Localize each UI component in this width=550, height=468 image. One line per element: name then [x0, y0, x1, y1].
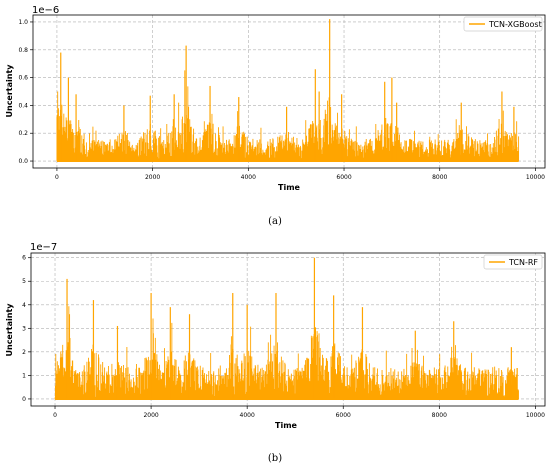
panel-a-y-axis-label: Uncertainty: [5, 64, 14, 118]
x-tick-label: 10000: [526, 174, 545, 181]
y-tick-label: 0: [22, 396, 26, 403]
panel-b-scale-label: 1e−7: [30, 242, 57, 253]
panel-a-scale-label: 1e−6: [32, 5, 59, 16]
panel-b-series-tcn-rf: [54, 257, 519, 400]
panel-b-legend: TCN-RF: [483, 254, 543, 270]
x-tick-label: 0: [53, 412, 57, 419]
panel-a-x-ticks: 0 2000 4000 6000 8000 10000: [55, 168, 545, 181]
panel-b-x-ticks: 0 2000 4000 6000 8000 10000: [53, 406, 545, 419]
x-tick-label: 4000: [240, 412, 255, 419]
y-tick-label: 0.0: [18, 158, 28, 165]
panel-a-axes-frame: [32, 14, 546, 169]
x-tick-label: 6000: [336, 412, 351, 419]
x-tick-label: 8000: [432, 174, 447, 181]
y-tick-label: 2: [22, 349, 26, 356]
panel-a-series-tcn-xgboost: [56, 19, 520, 163]
panel-a-caption: (a): [268, 216, 282, 227]
panel-a-legend: TCN-XGBoost: [463, 16, 543, 32]
y-tick-label: 0.4: [18, 102, 28, 109]
y-tick-label: 6: [22, 255, 26, 262]
y-tick-label: 0.6: [18, 75, 28, 82]
y-tick-label: 4: [22, 302, 26, 309]
x-tick-label: 2000: [143, 412, 158, 419]
panel-b-x-axis-label: Time: [275, 421, 298, 430]
y-tick-label: 3: [22, 325, 26, 332]
panel-b-chart: 1e−7 0 2000 4000 6000 8000 10000 0 1 2 3 4 5 6 Time…: [5, 242, 546, 464]
panel-b-y-ticks: 0 1 2 3 4 5 6: [22, 255, 31, 403]
panel-b-caption: (b): [268, 453, 282, 464]
x-tick-label: 2000: [145, 174, 160, 181]
panel-a-chart: 1e−6 0 2000 4000 6000 8000 10000 0.0 0.2 0.4 0.6…: [5, 5, 546, 227]
y-tick-label: 0.2: [18, 130, 28, 137]
y-tick-label: 1.0: [18, 19, 28, 26]
x-tick-label: 4000: [241, 174, 256, 181]
x-tick-label: 6000: [336, 174, 351, 181]
y-tick-label: 1: [22, 372, 26, 379]
panel-b-axes-frame: [30, 252, 546, 407]
panel-a-x-axis-label: Time: [278, 183, 301, 192]
series-fill-line: [54, 306, 519, 399]
panel-a-legend-entry: TCN-XGBoost: [488, 20, 542, 29]
x-tick-label: 8000: [432, 412, 447, 419]
y-tick-label: 5: [22, 278, 26, 285]
panel-a-legend-box: [463, 16, 543, 32]
panel-b-legend-box: [483, 254, 543, 270]
panel-b-y-axis-label: Uncertainty: [5, 303, 14, 357]
x-tick-label: 10000: [526, 412, 545, 419]
series-fill-line: [56, 70, 520, 162]
x-tick-label: 0: [55, 174, 59, 181]
y-tick-label: 0.8: [18, 47, 28, 54]
panel-b-legend-entry: TCN-RF: [508, 258, 538, 267]
panel-a-y-ticks: 0.0 0.2 0.4 0.6 0.8 1.0: [18, 19, 33, 165]
